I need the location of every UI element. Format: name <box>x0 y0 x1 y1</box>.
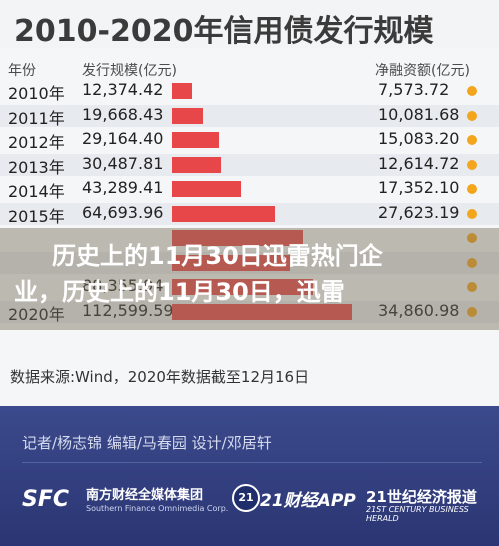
row-year: 2010年 <box>8 84 65 103</box>
issue-bar <box>172 107 204 124</box>
net-dot-icon <box>467 159 477 170</box>
chart-title: 2010-2020年信用债发行规模 <box>14 14 434 49</box>
issue-bar <box>172 303 352 320</box>
footer-divider <box>22 462 482 463</box>
net-dot-icon <box>467 306 477 317</box>
app-name: 21财经APP <box>260 491 356 511</box>
row-issue-amount: 112,599.59 <box>82 300 174 320</box>
net-dot-icon <box>467 135 477 145</box>
issue-bar <box>172 254 291 271</box>
header-issue: 发行规模(亿元) <box>82 63 177 79</box>
row-issue-amount: 29,164.40 <box>82 129 164 148</box>
issue-bar <box>172 156 221 173</box>
row-issue-amount: 88,355.94 <box>82 276 164 295</box>
footer <box>0 406 499 546</box>
overlay-line-2: 业，历史上的11月30日，迅雷 <box>14 278 345 306</box>
credit-line: 记者/杨志锦 编辑/马春园 设计/邓居轩 <box>22 434 272 452</box>
table-row <box>0 251 499 274</box>
row-issue-amount: 64,693.96 <box>82 202 164 222</box>
row-year: 2013年 <box>8 157 65 177</box>
row-net-financing: 27,623.19 <box>378 202 460 222</box>
table-row: 2013年 30,487.81 12,614.72 <box>0 153 499 177</box>
net-dot-icon <box>467 282 477 292</box>
net-dot-icon <box>467 257 477 268</box>
row-year: 2012年 <box>8 133 65 152</box>
row-net-financing: 7,573.72 <box>378 80 450 99</box>
issue-bar <box>172 205 276 222</box>
row-net-financing: 15,083.20 <box>378 129 460 148</box>
sfc-name: 南方财经全媒体集团 <box>86 488 204 503</box>
sfc-logo: SFC <box>22 487 70 512</box>
issue-bar <box>172 83 192 99</box>
net-dot-icon <box>467 208 477 219</box>
issue-bar <box>172 132 219 148</box>
row-issue-amount: 19,668.43 <box>82 104 164 124</box>
sfc-english-name: Southern Finance Omnimedia Corp. <box>86 504 229 513</box>
overlay-line-1: 历史上的11月30日迅雷热门企 <box>52 242 383 270</box>
net-dot-icon <box>467 110 477 121</box>
herald-english-name: 21ST CENTURY BUSINESS HERALD <box>366 505 469 523</box>
table-row: 2011年 19,668.43 10,081.68 <box>0 104 499 128</box>
row-year: 2011年 <box>8 108 65 128</box>
table-row: 2010年 12,374.42 7,573.72 <box>0 80 499 103</box>
title-bar: 2010-2020年信用债发行规模 <box>0 0 499 49</box>
row-net-financing: 12,614.72 <box>378 153 460 173</box>
table-row: 2015年 64,693.96 27,623.19 <box>0 202 499 226</box>
issue-bar <box>172 181 242 197</box>
table-row: 88,355.94 <box>0 276 499 298</box>
source-note: 数据来源:Wind，2020年数据截至12月16日 <box>10 368 310 386</box>
row-year: 2015年 <box>8 206 65 226</box>
issue-bar <box>172 230 304 246</box>
net-dot-icon <box>467 184 477 194</box>
row-issue-amount: 30,487.81 <box>82 153 164 173</box>
table-row: 2014年 43,289.41 17,352.10 <box>0 178 499 201</box>
row-net-financing: 34,860.98 <box>378 300 460 320</box>
row-issue-amount: 43,289.41 <box>82 178 164 197</box>
row-year: 2014年 <box>8 182 65 201</box>
row-net-financing: 17,352.10 <box>378 178 460 197</box>
table-row: 2020年 112,599.59 34,860.98 <box>0 300 499 324</box>
issue-bar <box>172 279 314 295</box>
row-year: 2020年 <box>8 304 65 324</box>
table-row: 2012年 29,164.40 15,083.20 <box>0 129 499 152</box>
app-badge-icon: 21 <box>232 484 260 512</box>
net-dot-icon <box>467 233 477 243</box>
herald-name: 21世纪经济报道 <box>366 488 477 506</box>
headline-overlay <box>0 228 499 330</box>
row-net-financing: 10,081.68 <box>378 104 460 124</box>
row-issue-amount: 12,374.42 <box>82 80 164 99</box>
net-dot-icon <box>467 86 477 96</box>
header-net: 净融资额(亿元) <box>375 63 470 79</box>
table-row <box>0 227 499 249</box>
header-year: 年份 <box>8 63 36 79</box>
